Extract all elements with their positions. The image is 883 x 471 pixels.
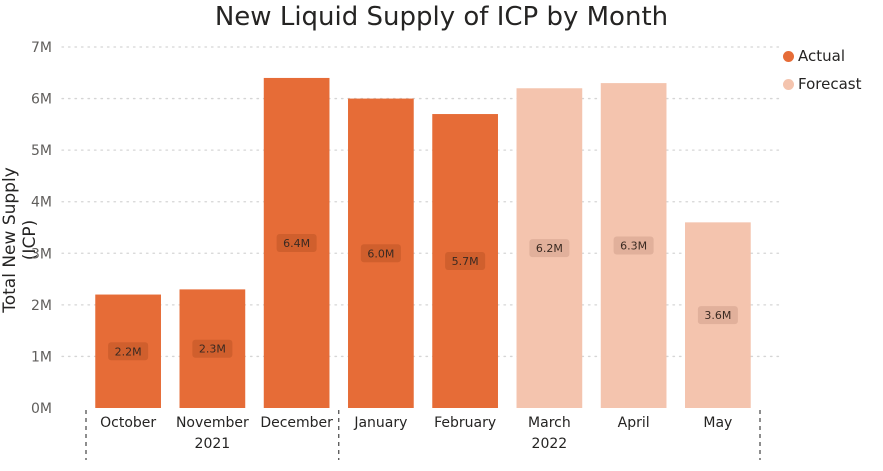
x-tick-label: December [260, 415, 333, 431]
x-tick-label: January [353, 415, 407, 431]
year-group-label: 2022 [532, 436, 568, 452]
bar [179, 289, 246, 408]
year-group-label: 2021 [195, 436, 231, 452]
x-tick-label: November [176, 415, 249, 431]
data-label: 2.2M [115, 345, 142, 358]
data-label: 2.3M [199, 343, 226, 356]
x-tick-label: April [618, 415, 650, 431]
bar [685, 222, 751, 408]
bar [348, 98, 414, 409]
data-label-background [276, 233, 317, 252]
data-label: 3.6M [704, 309, 731, 322]
data-label-background [613, 236, 654, 255]
legend-swatch-forecast [783, 78, 794, 90]
bar [516, 88, 583, 408]
data-label-background [360, 244, 401, 263]
y-tick-label: 2M [31, 298, 52, 314]
data-label: 6.2M [536, 242, 563, 255]
data-label: 6.4M [283, 237, 310, 250]
bar [263, 77, 330, 408]
legend-item-forecast[interactable]: Forecast [783, 70, 861, 98]
y-tick-label: 4M [31, 195, 52, 211]
legend-label-forecast: Forecast [798, 75, 862, 93]
legend: Actual Forecast [783, 42, 861, 98]
y-tick-label: 1M [31, 349, 52, 365]
bar [95, 294, 161, 408]
data-label-background [192, 339, 233, 358]
data-label: 6.0M [367, 247, 394, 260]
x-tick-label: March [528, 415, 571, 431]
chart-title: New Liquid Supply of ICP by Month [214, 2, 669, 32]
bar [600, 83, 667, 408]
data-label-background [445, 252, 486, 271]
legend-swatch-actual [783, 50, 794, 62]
data-label-background [529, 239, 570, 258]
data-label-background [697, 306, 738, 325]
y-tick-label: 5M [31, 143, 52, 159]
data-label: 5.7M [452, 255, 479, 268]
x-tick-label: May [703, 415, 732, 431]
bar [432, 114, 498, 409]
y-tick-label: 0M [31, 401, 52, 417]
y-tick-label: 3M [31, 246, 52, 262]
y-tick-label: 7M [31, 40, 52, 56]
data-label: 6.3M [620, 240, 647, 253]
y-tick-label: 6M [31, 92, 52, 108]
x-tick-label: October [100, 415, 156, 431]
legend-item-actual[interactable]: Actual [783, 42, 861, 70]
legend-label-actual: Actual [798, 47, 845, 65]
data-label-background [108, 342, 149, 361]
x-tick-label: February [434, 415, 496, 431]
